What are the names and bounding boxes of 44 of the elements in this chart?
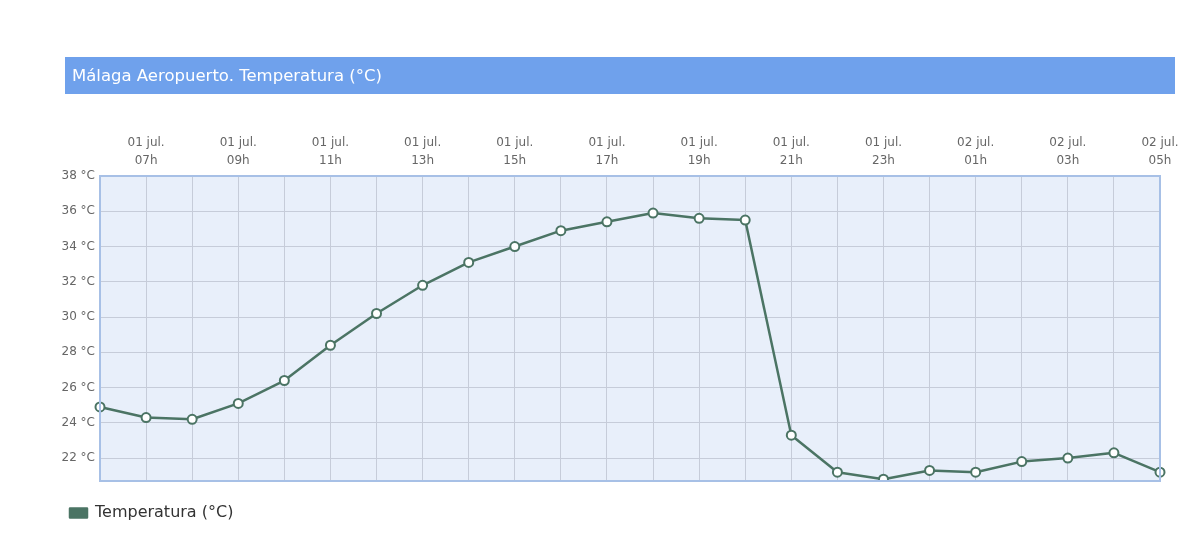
y-tick-label: 36 °C — [61, 203, 95, 218]
x-tick-label: 02 jul. 01h — [957, 135, 995, 168]
point — [785, 429, 797, 441]
y-tick-label: 38 °C — [61, 168, 95, 183]
point — [647, 207, 659, 219]
x-tick-label: 02 jul. 03h — [1049, 135, 1087, 168]
legend-label: Temperatura (°C) — [94, 502, 234, 522]
point — [186, 413, 198, 425]
point — [924, 464, 936, 476]
x-tick-label: 01 jul. 21h — [772, 135, 810, 168]
point — [509, 241, 521, 253]
x-tick-label: 01 jul. 11h — [311, 135, 350, 168]
point — [278, 375, 290, 387]
point — [417, 279, 429, 291]
y-tick-label: 34 °C — [61, 238, 95, 253]
x-tick-label: 01 jul. 09h — [219, 135, 257, 168]
y-tick-label: 26 °C — [61, 379, 95, 394]
x-tick-label: 01 jul. 23h — [864, 135, 903, 168]
point — [324, 339, 336, 351]
point — [1108, 447, 1120, 459]
point — [693, 212, 705, 224]
y-tick-label: 28 °C — [61, 344, 95, 359]
x-tick-label: 01 jul. 19h — [680, 135, 718, 168]
y-tick-label: 30 °C — [61, 309, 95, 324]
y-tick-label: 22 °C — [61, 450, 95, 465]
point — [463, 256, 475, 268]
x-tick-label: 01 jul. 13h — [404, 135, 442, 168]
point — [739, 214, 751, 226]
point — [970, 466, 982, 478]
point — [1062, 452, 1074, 464]
point — [1016, 456, 1028, 468]
point — [140, 412, 152, 424]
x-tick-label: 02 jul. 05h — [1141, 135, 1179, 168]
point — [232, 397, 244, 409]
chart-title: Málaga Aeropuerto. Temperatura (°C) — [65, 57, 1175, 94]
point — [601, 216, 613, 228]
y-tick-label: 32 °C — [61, 273, 95, 288]
point — [831, 466, 843, 478]
x-tick-label: 01 jul. 17h — [588, 135, 626, 168]
x-tick-label: 01 jul. 15h — [496, 135, 534, 168]
x-tick-label: 01 jul. 07h — [127, 135, 165, 168]
y-tick-label: 24 °C — [61, 414, 95, 429]
point — [371, 308, 383, 320]
point — [555, 225, 567, 237]
